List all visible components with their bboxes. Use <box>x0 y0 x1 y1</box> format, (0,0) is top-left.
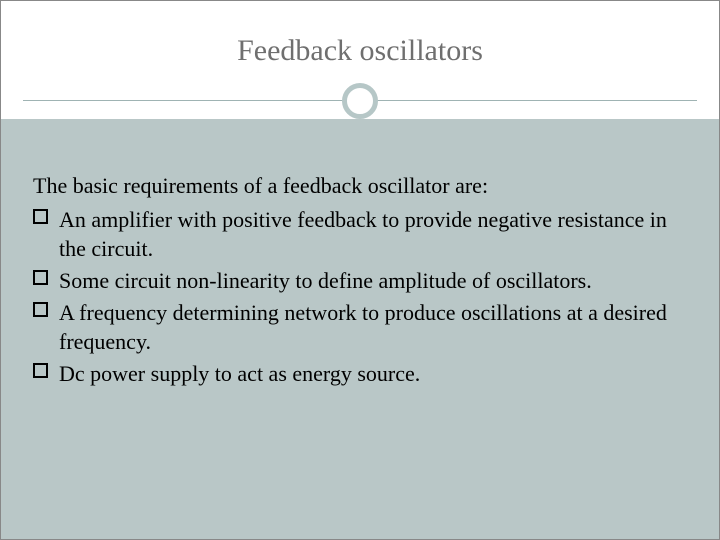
square-bullet-icon <box>33 209 48 224</box>
bullet-text: Some circuit non-linearity to define amp… <box>59 268 592 293</box>
intro-text: The basic requirements of a feedback osc… <box>33 171 687 201</box>
ring-icon <box>342 83 378 119</box>
square-bullet-icon <box>33 270 48 285</box>
bullet-item: Dc power supply to act as energy source. <box>33 359 687 389</box>
bullet-item: Some circuit non-linearity to define amp… <box>33 266 687 296</box>
slide-title: Feedback oscillators <box>237 34 483 68</box>
bullet-item: An amplifier with positive feedback to p… <box>33 205 687 264</box>
bullet-text: A frequency determining network to produ… <box>59 300 667 355</box>
bullet-item: A frequency determining network to produ… <box>33 298 687 357</box>
square-bullet-icon <box>33 302 48 317</box>
slide: Feedback oscillators The basic requireme… <box>0 0 720 540</box>
body-region: The basic requirements of a feedback osc… <box>1 111 719 539</box>
square-bullet-icon <box>33 363 48 378</box>
bullet-text: Dc power supply to act as energy source. <box>59 361 420 386</box>
bullet-text: An amplifier with positive feedback to p… <box>59 207 667 262</box>
